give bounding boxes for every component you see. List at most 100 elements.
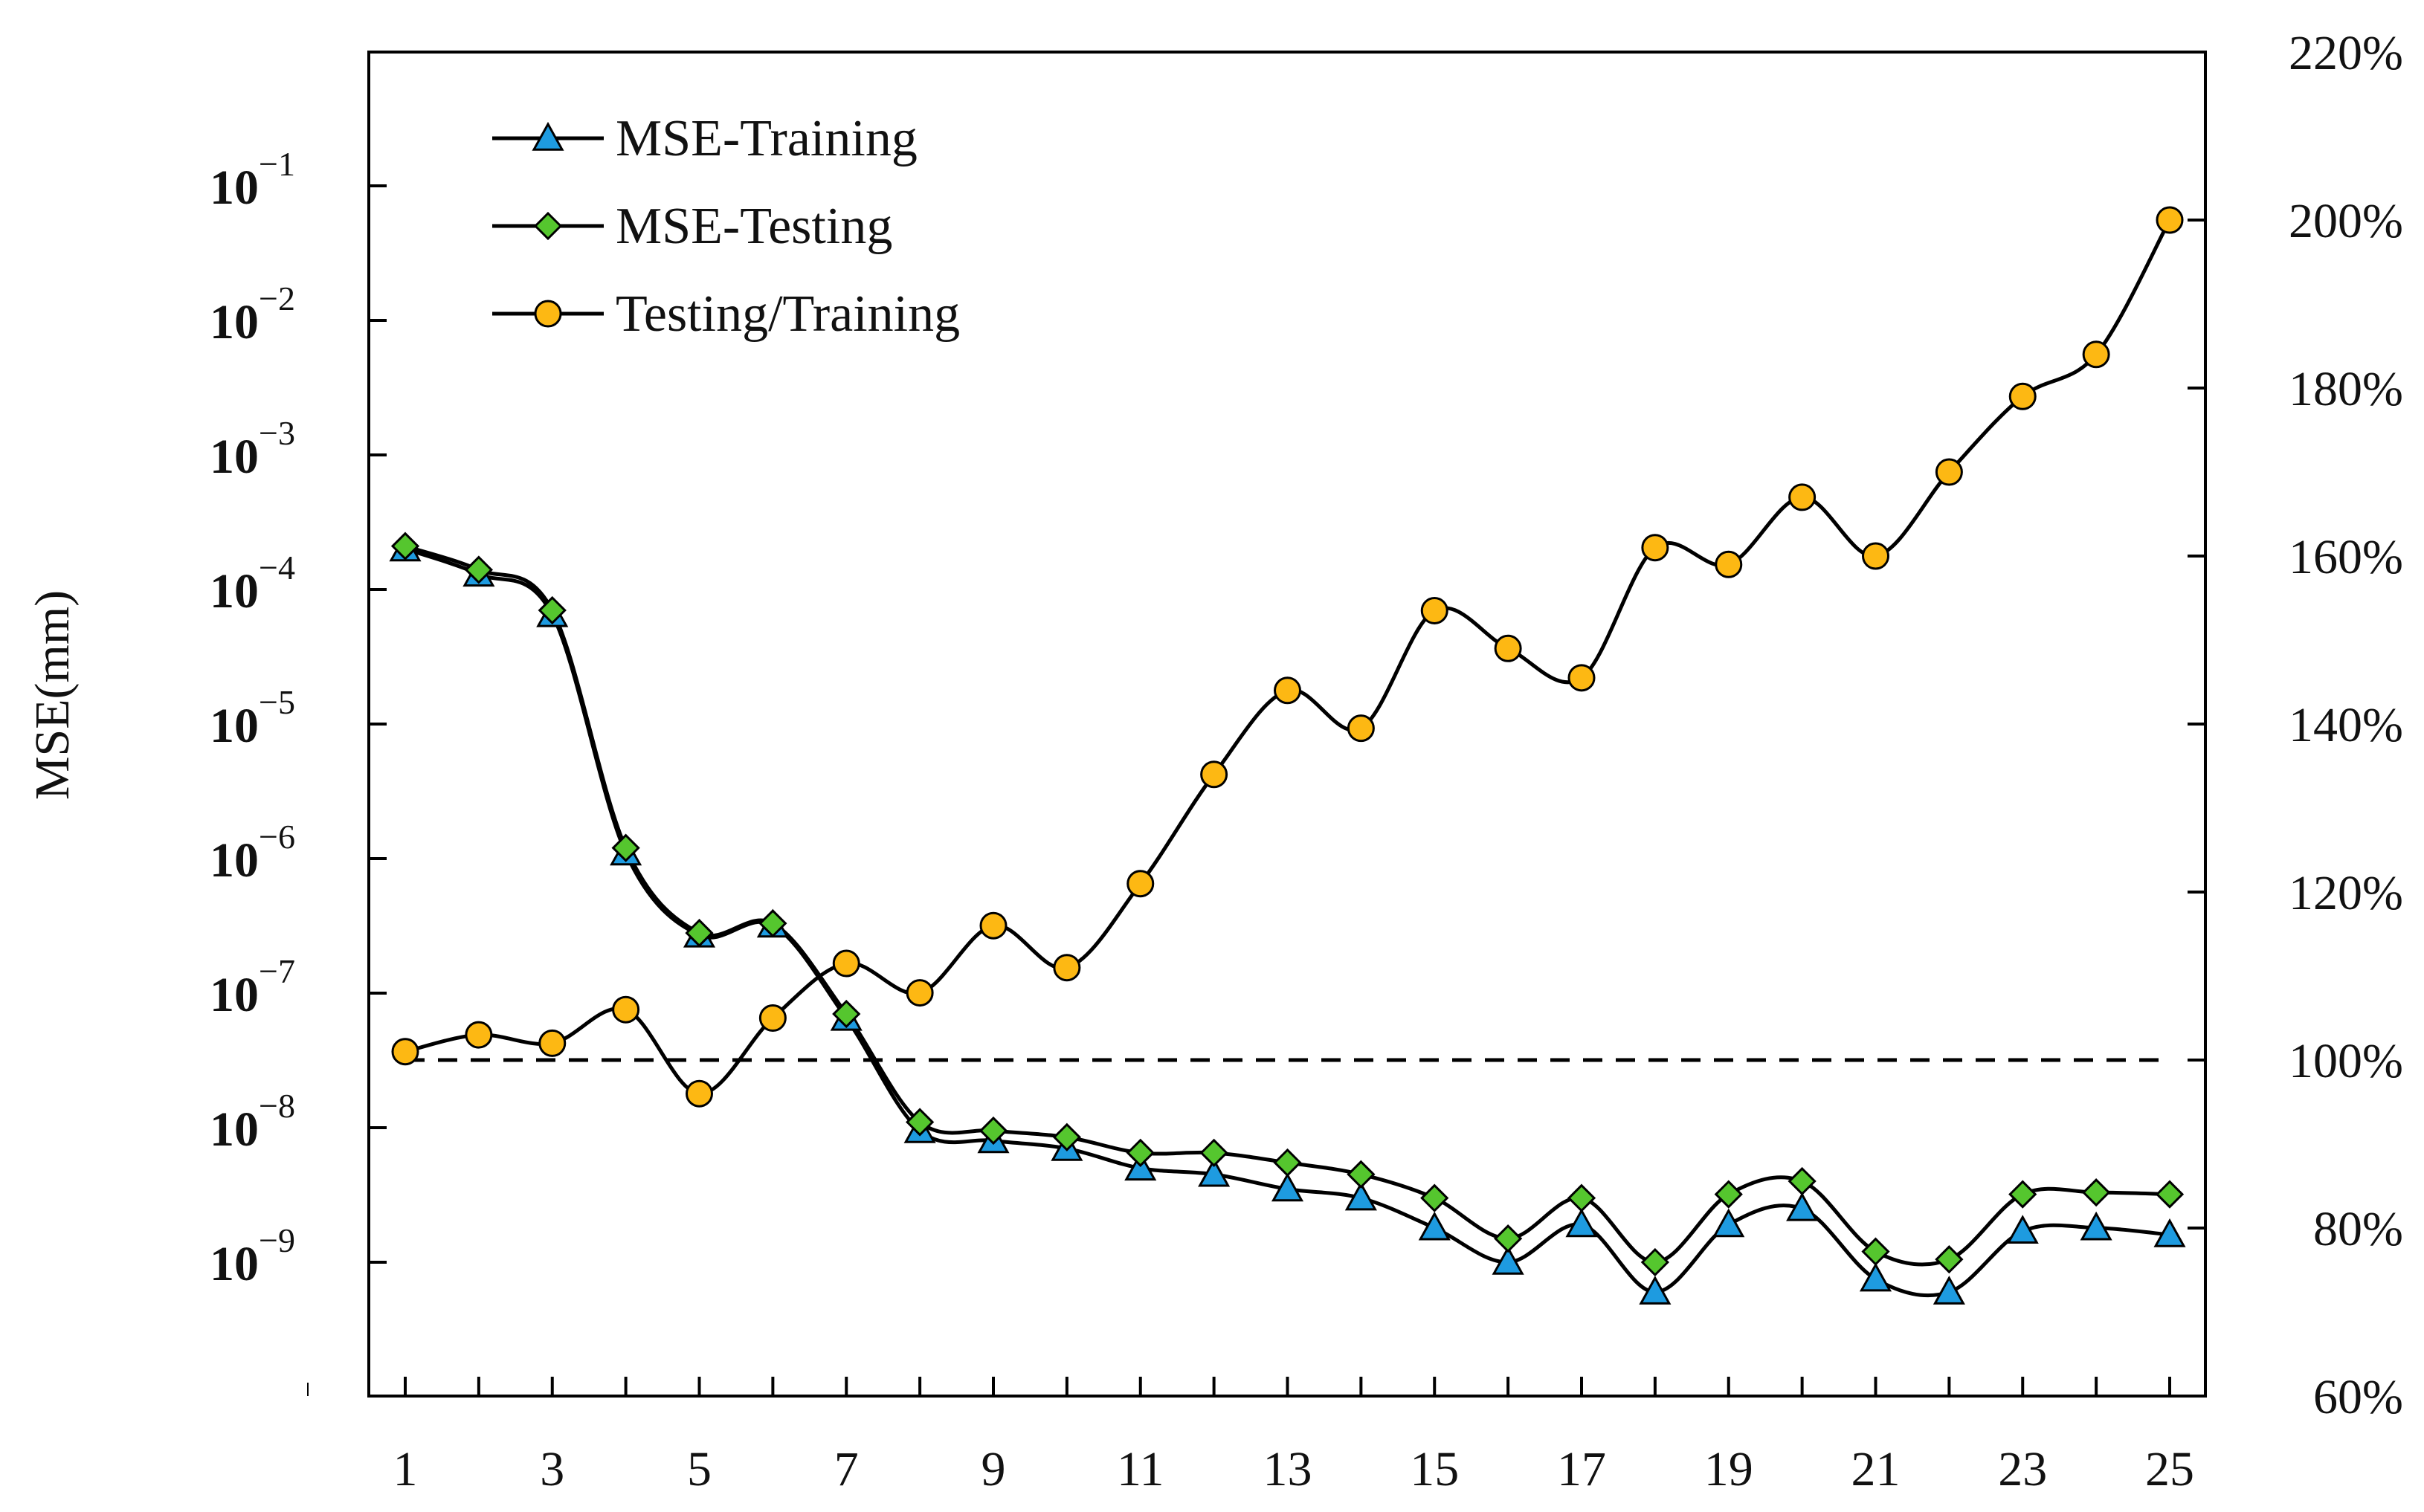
point-mse-training-23: [2006, 1215, 2039, 1244]
series-markers-layer: [389, 206, 2186, 1305]
legend-marker-mse-testing: [533, 211, 563, 241]
point-testing-training-16: [1494, 634, 1522, 662]
point-testing-training-21: [1862, 542, 1889, 570]
point-testing-training-19: [1715, 550, 1743, 578]
point-mse-testing-5: [685, 918, 714, 948]
y-tick-label: 10−9: [210, 1221, 295, 1291]
x-tick-label: 21: [1851, 1442, 1901, 1496]
point-testing-training-8: [906, 979, 934, 1007]
point-testing-training-23: [2008, 382, 2037, 410]
legend-label-mse-training: MSE-Training: [616, 110, 918, 167]
y2-tick-label: 200%: [2289, 194, 2403, 248]
point-mse-training-18: [1639, 1276, 1672, 1305]
x-tick-label: 15: [1410, 1442, 1459, 1496]
y2-tick-label: 180%: [2289, 362, 2403, 416]
x-tick-label: 1: [393, 1442, 418, 1496]
x-axis-ticks: 1 3 5 7 9 11 13 15 17 19 21 23 25: [393, 1377, 2194, 1496]
y-axis-label: MSE(mm): [25, 590, 80, 800]
y-tick-label: 10−2: [210, 280, 295, 349]
y-tick-label: 10−1: [210, 145, 295, 215]
point-mse-training-15: [1418, 1211, 1451, 1241]
point-mse-training-13: [1271, 1172, 1304, 1202]
point-mse-testing-12: [1199, 1138, 1228, 1167]
x-tick-label: 13: [1263, 1442, 1312, 1496]
legend-marker-testing-training: [534, 300, 562, 328]
point-testing-training-15: [1420, 596, 1448, 624]
point-testing-training-24: [2082, 340, 2110, 369]
y2-tick-label: 160%: [2289, 530, 2403, 584]
point-mse-testing-8: [906, 1108, 935, 1137]
point-testing-training-9: [979, 911, 1008, 940]
y-axis-left-ticks: 10−1 10−2 10−3 10−4 10−5 10−6 10−7 10−8 10−9: [210, 145, 387, 1291]
point-mse-training-24: [2080, 1211, 2112, 1241]
point-mse-testing-2: [464, 555, 493, 584]
y-tick-label: 10−7: [210, 952, 295, 1022]
point-testing-training-13: [1274, 676, 1301, 705]
series-line-mse-testing: [404, 544, 2170, 1267]
legend-marker-mse-training: [532, 121, 564, 151]
point-mse-testing-18: [1640, 1247, 1669, 1277]
y-axis-right-ticks: 220% 200% 180% 160% 140% 120% 100% 80% 60%: [2188, 26, 2403, 1424]
point-testing-training-4: [612, 995, 640, 1024]
point-testing-training-14: [1347, 714, 1375, 743]
point-testing-training-6: [758, 1004, 787, 1032]
y2-tick-label: 120%: [2289, 866, 2403, 920]
point-mse-testing-14: [1347, 1160, 1376, 1189]
x-tick-label: 11: [1117, 1442, 1164, 1496]
point-mse-testing-4: [611, 833, 640, 862]
x-tick-label: 23: [1998, 1442, 2047, 1496]
point-testing-training-10: [1053, 954, 1081, 982]
y-tick-label: 10−8: [210, 1087, 295, 1157]
y-tick-label: 10−3: [210, 414, 295, 484]
point-mse-training-14: [1344, 1181, 1377, 1211]
y-tick-label: 10−4: [210, 549, 295, 618]
point-mse-training-20: [1786, 1192, 1819, 1221]
point-testing-training-17: [1567, 664, 1596, 692]
point-mse-testing-25: [2155, 1180, 2185, 1209]
x-tick-label: 5: [687, 1442, 712, 1496]
point-testing-training-12: [1200, 760, 1228, 789]
point-mse-testing-13: [1273, 1148, 1302, 1177]
point-testing-training-1: [391, 1038, 419, 1066]
point-testing-training-3: [538, 1029, 567, 1057]
legend: MSE-Training MSE-Testing Testing/Training: [492, 110, 960, 343]
point-mse-testing-3: [538, 595, 567, 625]
point-mse-testing-23: [2008, 1180, 2037, 1209]
series-line-mse-training: [404, 547, 2170, 1298]
y-tick-label: 10−6: [210, 818, 295, 888]
point-mse-training-25: [2153, 1218, 2186, 1247]
point-testing-training-25: [2156, 206, 2184, 234]
point-mse-training-12: [1198, 1157, 1231, 1187]
point-testing-training-20: [1788, 483, 1817, 511]
point-mse-testing-22: [1935, 1245, 1964, 1274]
point-mse-testing-17: [1567, 1183, 1596, 1212]
y2-tick-label: 140%: [2289, 698, 2403, 752]
point-testing-training-2: [465, 1021, 493, 1049]
point-testing-training-7: [832, 949, 860, 978]
point-mse-testing-1: [390, 532, 420, 560]
point-mse-testing-24: [2082, 1178, 2111, 1207]
point-testing-training-22: [1935, 458, 1963, 486]
point-mse-testing-7: [832, 999, 861, 1029]
point-testing-training-11: [1126, 870, 1155, 898]
point-mse-training-19: [1712, 1208, 1745, 1238]
y-tick-label: 10−5: [210, 683, 295, 753]
point-mse-training-17: [1565, 1208, 1598, 1238]
point-mse-testing-16: [1494, 1224, 1523, 1253]
point-mse-training-16: [1492, 1245, 1524, 1275]
point-mse-training-22: [1933, 1276, 1965, 1305]
point-mse-testing-10: [1052, 1122, 1081, 1151]
point-mse-testing-9: [979, 1116, 1008, 1146]
point-mse-testing-11: [1126, 1138, 1155, 1167]
legend-label-testing-training: Testing/Training: [616, 285, 960, 343]
y2-tick-label: 100%: [2289, 1034, 2403, 1088]
y2-tick-label: 220%: [2289, 26, 2403, 80]
legend-label-mse-testing: MSE-Testing: [616, 198, 892, 255]
point-mse-testing-15: [1420, 1183, 1449, 1212]
x-tick-label: 17: [1557, 1442, 1606, 1496]
point-testing-training-5: [686, 1079, 713, 1108]
x-tick-label: 3: [540, 1442, 564, 1496]
point-mse-testing-20: [1788, 1166, 1817, 1196]
